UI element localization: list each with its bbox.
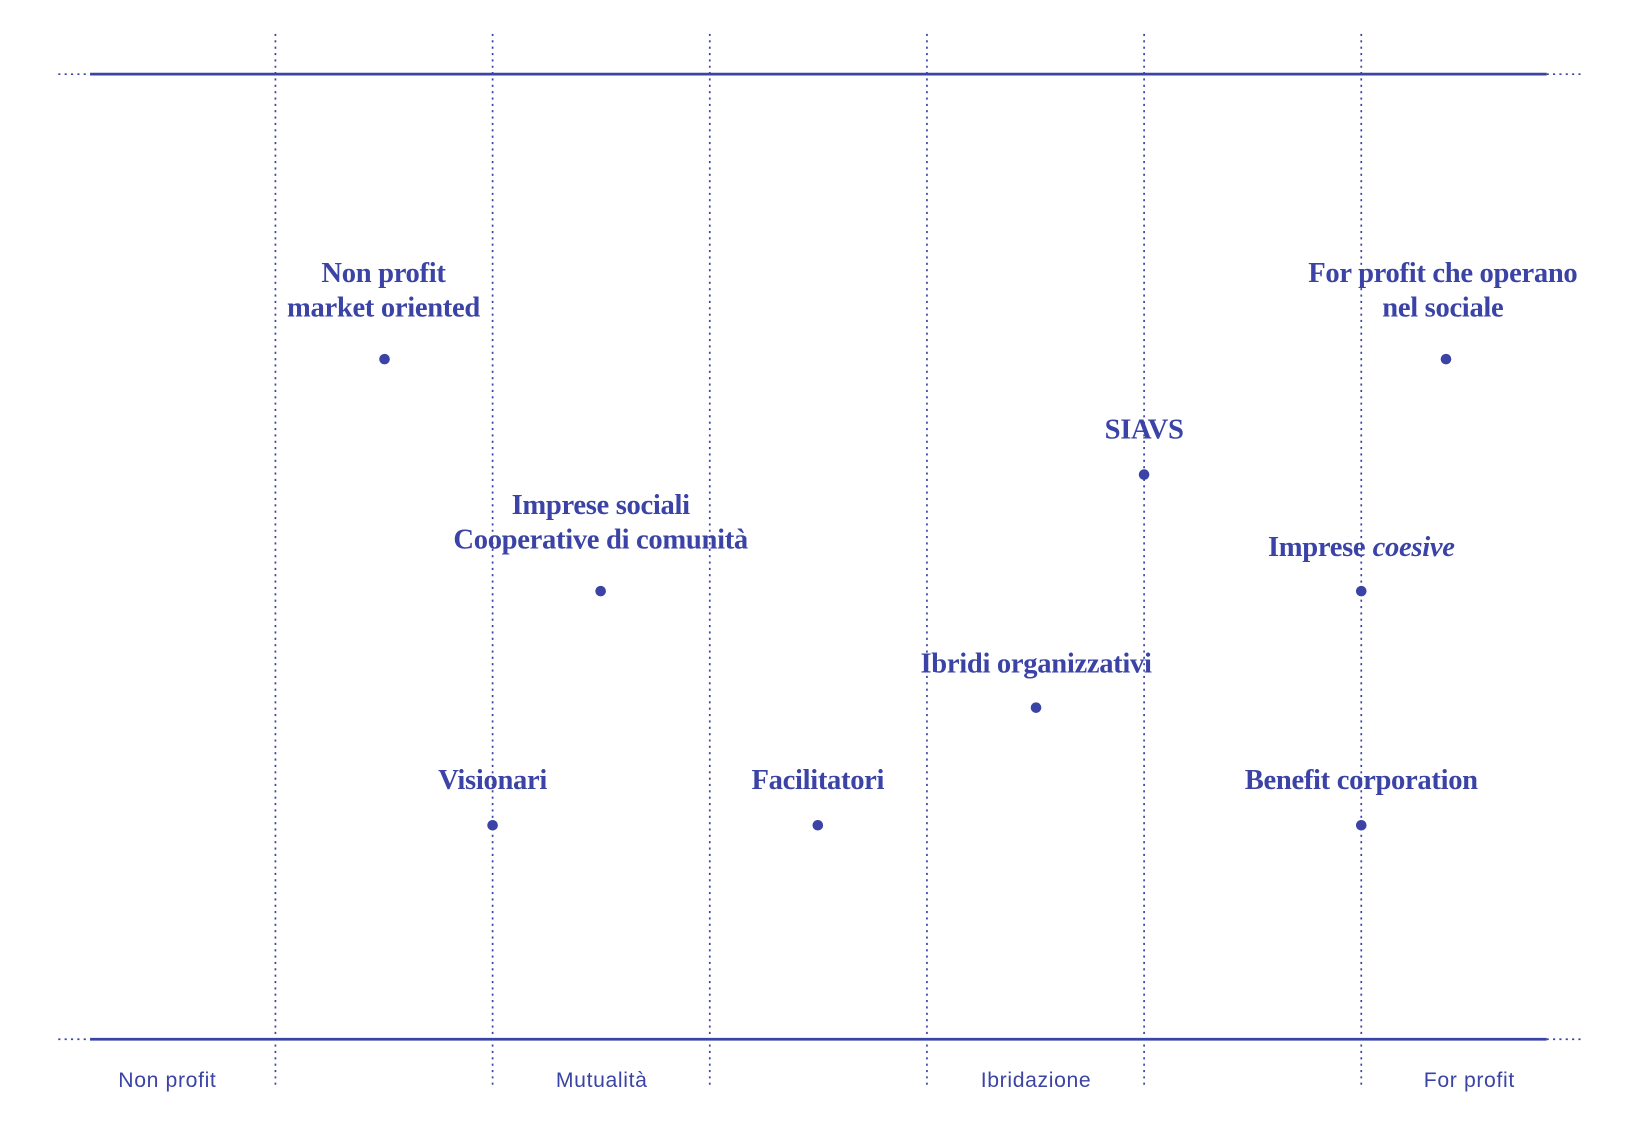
node: SIAVS xyxy=(1105,415,1184,480)
node-label: Cooperative di comunità xyxy=(453,525,748,556)
label-text: SIAVS xyxy=(1105,415,1184,446)
node-label: Non profit xyxy=(321,258,446,289)
node-label: Benefit corporation xyxy=(1245,765,1478,796)
frame xyxy=(58,33,1581,1090)
node-label: market oriented xyxy=(287,293,480,324)
label-text: Non profit xyxy=(321,258,446,289)
label-text: Benefit corporation xyxy=(1245,765,1478,796)
axis-label: For profit xyxy=(1424,1069,1515,1092)
node-label: Imprese sociali xyxy=(512,490,691,521)
node-dot xyxy=(487,819,498,831)
node-dot xyxy=(595,585,606,597)
label-italic: coesive xyxy=(1373,532,1456,563)
node: Imprese coesive xyxy=(1268,532,1456,597)
label-text: Imprese xyxy=(1268,532,1365,563)
node-dot xyxy=(1355,585,1367,597)
node: Visionari xyxy=(438,765,548,831)
node-label: Facilitatori xyxy=(751,765,884,796)
label-text: For profit che operano xyxy=(1308,258,1577,289)
label-text: market oriented xyxy=(287,293,480,324)
node: Benefit corporation xyxy=(1245,765,1478,831)
axis-label: Non profit xyxy=(118,1069,216,1092)
node: For profit che operano nel sociale xyxy=(1308,258,1578,365)
label-text: Cooperative di comunità xyxy=(453,525,748,556)
label-text: Facilitatori xyxy=(751,765,884,796)
node-dot xyxy=(1138,469,1150,480)
node-label: SIAVS xyxy=(1105,415,1184,446)
label-text: Ibridi organizzativi xyxy=(920,649,1151,680)
node: Imprese sociali Cooperative di comunità xyxy=(453,490,748,597)
label-text: Visionari xyxy=(438,765,547,796)
axis-label: Ibridazione xyxy=(981,1069,1092,1092)
node-label: Imprese coesive xyxy=(1268,532,1455,563)
label-text: nel sociale xyxy=(1382,293,1503,324)
node-label: For profit che operano xyxy=(1308,258,1577,289)
node-label: Ibridi organizzativi xyxy=(920,649,1151,680)
node: Non profit market oriented xyxy=(287,258,481,365)
node-dot xyxy=(1355,819,1367,831)
node-label: Visionari xyxy=(438,765,547,796)
node-dot xyxy=(1440,353,1452,365)
node-dot xyxy=(812,819,824,831)
node-dot xyxy=(1030,702,1042,713)
axis-label: Mutualità xyxy=(556,1069,648,1092)
node-label: nel sociale xyxy=(1382,293,1503,324)
node: Facilitatori xyxy=(751,765,885,831)
node-dot xyxy=(379,353,390,365)
node: Ibridi organizzativi xyxy=(920,649,1152,713)
label-text: Imprese sociali xyxy=(512,490,691,521)
